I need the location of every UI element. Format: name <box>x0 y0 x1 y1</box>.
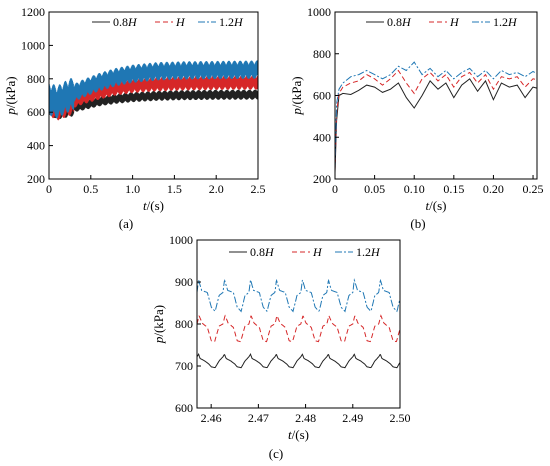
x-tick-label: 1.5 <box>167 182 182 196</box>
panel-b: 0 0.05 0.10 0.15 0.20 0.25 200 400 600 800 1000 t/(… <box>289 5 544 231</box>
y-tick-label: 800 <box>313 47 331 61</box>
series-line-1-2h <box>197 278 400 313</box>
panel-label: (a) <box>119 216 133 231</box>
y-axis-label: p/(kPa) <box>3 76 18 115</box>
series-line-h <box>197 313 400 343</box>
series-line-1-2h <box>49 60 258 119</box>
x-tick-label: 2.0 <box>209 182 224 196</box>
y-axis-label: p/(kPa) <box>289 76 304 115</box>
panel-label: (c) <box>269 446 283 461</box>
x-tick-label: 0.15 <box>443 182 464 196</box>
series-line-1-2h <box>335 61 537 169</box>
x-tick-label: 0.10 <box>404 182 425 196</box>
x-tick-label: 0.20 <box>483 182 504 196</box>
y-tick-label: 200 <box>313 172 331 186</box>
y-tick-label: 700 <box>175 359 193 373</box>
x-axis-label: t/(s) <box>143 198 164 213</box>
legend: 0.8H H 1.2H <box>92 15 244 29</box>
x-axis-label: t/(s) <box>426 198 447 213</box>
y-tick-label: 1200 <box>21 5 45 19</box>
x-tick-label: 2.48 <box>295 411 316 425</box>
panel-label: (b) <box>410 216 425 231</box>
legend-label: 0.8H <box>387 15 412 29</box>
series-line-0-8h <box>335 78 537 173</box>
x-tick-label: 0.05 <box>364 182 385 196</box>
plot-frame <box>48 11 259 180</box>
legend-label: 0.8H <box>250 245 275 259</box>
y-tick-label: 800 <box>175 317 193 331</box>
y-axis-label: p/(kPa) <box>151 305 166 344</box>
y-tick-label: 400 <box>27 139 45 153</box>
legend-label: 0.8H <box>113 15 138 29</box>
plot-frame <box>334 11 538 180</box>
y-tick-label: 900 <box>175 275 193 289</box>
y-tick-label: 600 <box>175 401 193 415</box>
legend: 0.8H H 1.2H <box>366 15 518 29</box>
series-group <box>49 60 258 121</box>
x-tick-label: 0 <box>46 182 52 196</box>
x-tick-label: 2.50 <box>390 411 411 425</box>
legend-label: 1.2H <box>493 15 518 29</box>
y-tick-label: 600 <box>27 105 45 119</box>
x-tick-label: 0.5 <box>83 182 98 196</box>
plot-frame <box>196 239 401 409</box>
y-tick-label: 200 <box>27 172 45 186</box>
legend: 0.8H H 1.2H <box>229 245 381 259</box>
y-tick-label: 1000 <box>169 233 193 247</box>
x-tick-label: 1.0 <box>125 182 140 196</box>
x-axis-label: t/(s) <box>288 427 309 442</box>
series-line-0-8h <box>197 353 400 369</box>
y-tick-label: 400 <box>313 130 331 144</box>
panel-a: 0 0.5 1.0 1.5 2.0 2.5 200 400 600 800 1000 1200 t/(s… <box>3 5 266 231</box>
x-tick-label: 2.49 <box>342 411 363 425</box>
x-tick-label: 2.5 <box>251 182 266 196</box>
x-tick-label: 0.25 <box>523 182 544 196</box>
x-tick-label: 2.46 <box>201 411 222 425</box>
legend-label: H <box>312 245 323 259</box>
legend-label: H <box>449 15 460 29</box>
series-group <box>197 278 400 369</box>
series-line-h <box>335 69 537 171</box>
legend-label: 1.2H <box>219 15 244 29</box>
series-group <box>335 61 537 173</box>
x-tick-label: 2.47 <box>248 411 269 425</box>
y-tick-label: 800 <box>27 72 45 86</box>
panel-c: 2.46 2.47 2.48 2.49 2.50 600 700 800 900 1000 t/(s… <box>151 233 411 461</box>
y-tick-label: 1000 <box>307 5 331 19</box>
y-tick-label: 600 <box>313 89 331 103</box>
legend-label: 1.2H <box>356 245 381 259</box>
legend-label: H <box>175 15 186 29</box>
y-tick-label: 1000 <box>21 38 45 52</box>
x-tick-label: 0 <box>332 182 338 196</box>
